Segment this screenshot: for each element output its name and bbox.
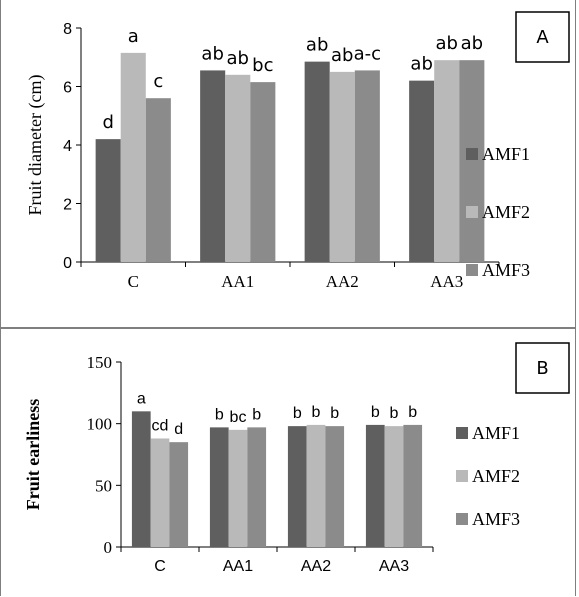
bar-amf3 xyxy=(250,82,276,262)
bar-significance-label: ab xyxy=(461,33,483,54)
x-category-label: AA2 xyxy=(326,272,359,291)
bar-amf2 xyxy=(120,52,146,262)
y-axis-title: Fruit earliness xyxy=(23,399,43,510)
bar-significance-label: a xyxy=(137,390,146,407)
bar-amf3 xyxy=(247,427,267,547)
bar-amf1 xyxy=(209,427,229,547)
bar-significance-label: b xyxy=(312,404,321,421)
bar-amf3 xyxy=(354,70,380,262)
panel-letter-box xyxy=(515,11,570,63)
x-category-label: AA1 xyxy=(223,558,253,575)
bar-amf3 xyxy=(325,426,345,547)
x-category-label: C xyxy=(154,558,166,575)
bar-amf3 xyxy=(459,60,485,262)
legend-swatch-amf3 xyxy=(456,513,468,525)
y-tick-label: 8 xyxy=(63,21,72,38)
x-category-label: AA2 xyxy=(301,558,331,575)
bar-amf1 xyxy=(409,80,435,263)
bar-amf2 xyxy=(384,426,404,547)
bar-amf2 xyxy=(306,424,326,547)
y-tick-label: 150 xyxy=(87,353,113,372)
x-category-label: C xyxy=(128,272,139,291)
y-tick-label: 2 xyxy=(63,197,72,214)
legend-swatch-amf1 xyxy=(466,148,478,160)
bar-significance-label: ab xyxy=(410,54,432,75)
bar-significance-label: bc xyxy=(230,409,247,426)
bar-amf1 xyxy=(95,139,121,262)
bar-amf1 xyxy=(365,424,385,547)
legend-swatch-amf2 xyxy=(466,206,478,218)
bar-amf2 xyxy=(434,60,460,262)
y-tick-label: 0 xyxy=(104,538,113,557)
bar-amf2 xyxy=(225,74,251,262)
bar-significance-label: b xyxy=(330,405,339,422)
bar-amf3 xyxy=(403,424,423,547)
y-tick-label: 4 xyxy=(63,138,72,155)
legend-label: AMF1 xyxy=(482,144,530,164)
y-tick-label: 50 xyxy=(95,476,112,495)
bar-amf1 xyxy=(304,61,330,263)
y-tick-label: 0 xyxy=(63,255,72,272)
bar-amf2 xyxy=(228,429,248,547)
bar-significance-label: b xyxy=(390,405,399,422)
legend-swatch-amf1 xyxy=(456,427,468,439)
legend-label: AMF3 xyxy=(482,260,530,280)
bar-amf2 xyxy=(329,71,355,262)
legend-label: AMF2 xyxy=(472,466,520,486)
bar-significance-label: b xyxy=(408,404,417,421)
bar-significance-label: b xyxy=(252,406,261,423)
bar-significance-label: bc xyxy=(252,55,273,76)
bar-significance-label: ab xyxy=(227,48,249,69)
y-tick-label: 100 xyxy=(87,415,113,434)
bar-significance-label: a xyxy=(128,26,139,47)
bar-amf2 xyxy=(150,438,170,547)
bar-amf3 xyxy=(145,98,171,262)
bar-significance-label: c xyxy=(153,71,163,92)
bar-significance-label: ab xyxy=(331,45,353,66)
legend-label: AMF2 xyxy=(482,202,530,222)
bar-significance-label: cd xyxy=(152,417,169,434)
panel-letter: A xyxy=(536,27,549,48)
x-category-label: AA3 xyxy=(379,558,409,575)
bar-significance-label: b xyxy=(293,405,302,422)
legend-label: AMF1 xyxy=(472,423,520,443)
bar-amf3 xyxy=(169,442,189,547)
panel-letter: B xyxy=(536,358,548,379)
legend-label: AMF3 xyxy=(472,509,520,529)
bar-significance-label: ab xyxy=(436,33,458,54)
x-category-label: AA3 xyxy=(430,272,463,291)
bar-amf1 xyxy=(287,426,307,547)
bar-amf1 xyxy=(200,70,226,262)
y-axis-title: Fruit diameter (cm) xyxy=(25,75,46,216)
bar-significance-label: a-c xyxy=(354,43,381,64)
legend-swatch-amf3 xyxy=(466,264,478,276)
bar-significance-label: ab xyxy=(306,35,328,56)
chart-panel-a: 0 2 4 6 8 C AA1 AA2 AA3 d a c ab ab bc ab ab a-c ab ab ab Fru… xyxy=(0,0,576,328)
bar-significance-label: d xyxy=(174,421,183,438)
bar-significance-label: b xyxy=(215,406,224,423)
y-tick-label: 6 xyxy=(63,80,72,97)
chart-panel-b: 0 50 100 150 C AA1 AA2 AA3 a cd d b bc b b b b b b b Fruit e… xyxy=(0,328,576,596)
bar-significance-label: ab xyxy=(201,43,223,64)
x-category-label: AA1 xyxy=(221,272,254,291)
bar-amf1 xyxy=(131,411,151,547)
legend-swatch-amf2 xyxy=(456,470,468,482)
bar-significance-label: b xyxy=(371,404,380,421)
bar-significance-label: d xyxy=(102,112,113,133)
panel-letter-box xyxy=(515,342,570,394)
